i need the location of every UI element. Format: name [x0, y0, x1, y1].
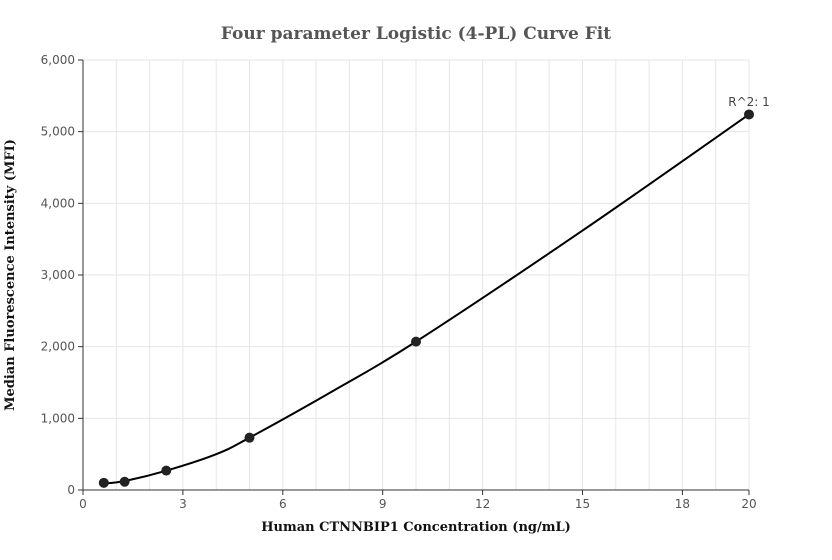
x-tick-label: 20 [741, 497, 756, 511]
data-point [98, 477, 109, 488]
y-tick-label: 3,000 [41, 268, 75, 282]
x-tick-label: 3 [179, 497, 187, 511]
x-axis-title: Human CTNNBIP1 Concentration (ng/mL) [261, 520, 571, 535]
x-tick-label: 12 [475, 497, 490, 511]
y-tick-label: 2,000 [41, 340, 75, 354]
y-tick-label: 4,000 [41, 196, 75, 210]
r-squared-annotation: R^2: 1 [728, 95, 770, 109]
data-point [744, 109, 754, 120]
y-tick-label: 0 [67, 483, 75, 497]
x-tick-label: 15 [575, 497, 590, 511]
chart-title: Four parameter Logistic (4-PL) Curve Fit [221, 24, 611, 44]
x-tick-label: 18 [675, 497, 690, 511]
x-tick-label: 6 [279, 497, 287, 511]
ticks: 0 3 6 9 12 15 18 20 0 1,000 2,000 3,000 4,000 5,000 6,… [41, 53, 757, 511]
data-point [161, 465, 172, 476]
fit-curve-line [103, 113, 750, 485]
grid [83, 59, 750, 490]
y-tick-label: 1,000 [41, 411, 75, 425]
data-point [119, 476, 130, 487]
data-point [411, 336, 421, 347]
y-tick-label: 6,000 [41, 53, 75, 67]
data-point [244, 432, 255, 443]
y-axis-title: Median Fluorescence Intensity (MFI) [3, 139, 18, 411]
x-tick-label: 0 [79, 497, 87, 511]
y-tick-label: 5,000 [41, 125, 75, 139]
data-points [98, 109, 754, 488]
x-tick-label: 9 [379, 497, 387, 511]
